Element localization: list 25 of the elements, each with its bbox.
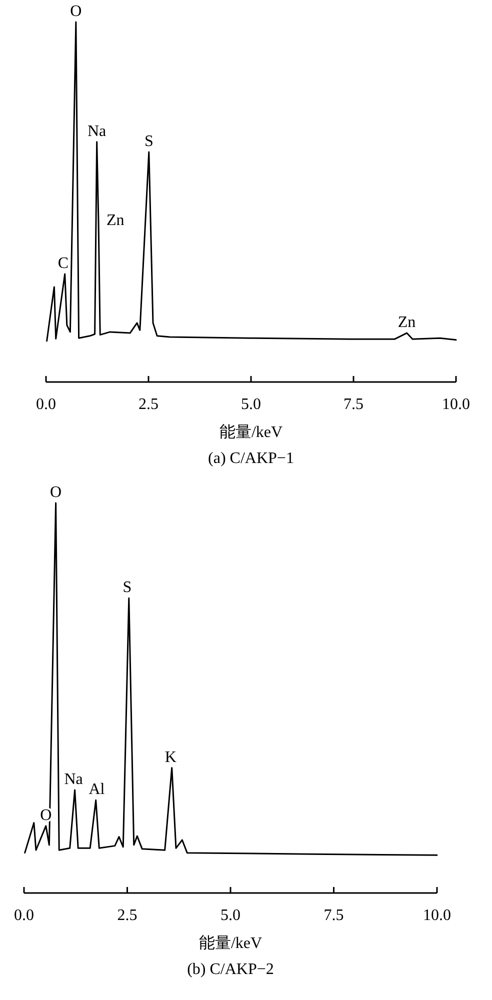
x-tick-label: 2.5 [117,907,138,924]
x-tick-label: 5.0 [241,396,261,413]
annotation: S [144,132,154,150]
x-tick-label: 10.0 [442,396,470,413]
x-tick-label: 5.0 [220,907,240,924]
x-axis-title: 能量/keV [198,934,262,952]
annotation: S [122,579,132,596]
text: (b) C/AKP−2 [187,961,274,978]
annotation: Zn [398,314,416,332]
annotation: Zn [106,212,124,229]
annotation: Al [88,781,106,798]
annotation: O [50,484,62,501]
x-axis-title: 能量/keV [219,423,283,441]
annotation: Na [88,122,106,140]
annotation: C [58,255,69,272]
x-tick-label: 2.5 [138,396,158,413]
text: (a) C/AKP−1 [208,450,294,467]
annotation: Na [64,771,83,788]
x-tick-label: 0.0 [36,396,56,413]
annotation: K [164,748,177,766]
x-tick-label: 7.5 [344,396,364,413]
x-tick-label: 10.0 [423,907,451,924]
x-tick-label: 7.5 [324,907,344,924]
annotation: O [70,3,82,20]
x-tick-label: 0.0 [14,907,34,924]
